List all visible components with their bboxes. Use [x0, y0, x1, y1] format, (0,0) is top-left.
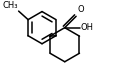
- Text: O: O: [77, 5, 84, 14]
- Text: OH: OH: [81, 23, 94, 32]
- Text: CH₃: CH₃: [2, 1, 18, 10]
